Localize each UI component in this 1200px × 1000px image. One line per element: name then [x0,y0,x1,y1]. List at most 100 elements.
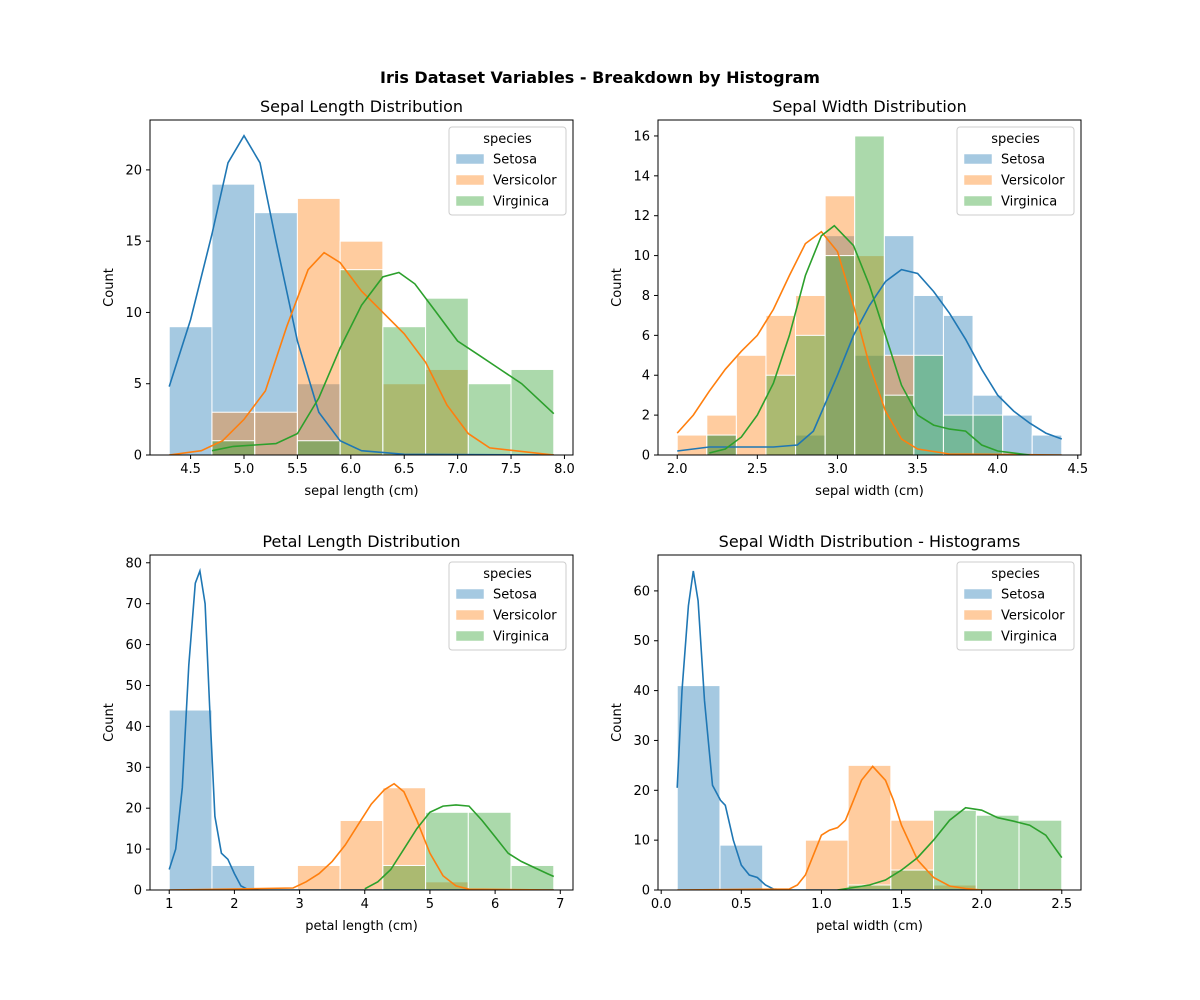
x-tick-label: 4 [361,897,369,912]
x-tick-label: 6 [491,897,499,912]
y-tick-label: 4 [642,369,650,384]
y-tick-label: 60 [633,584,650,599]
axes-frame [149,119,574,456]
y-tick-label: 2 [642,409,650,424]
bar-virginica [425,811,469,890]
bar-virginica [510,368,555,455]
y-tick-label: 8 [642,289,650,304]
bar-virginica [824,255,856,455]
bar-versicolor [854,255,885,455]
y-tick-label: 10 [633,834,650,849]
bar-setosa [296,383,341,455]
legend-box [956,561,1075,651]
bar-setosa [942,314,974,455]
plot-area [168,134,555,455]
legend-entry-versicolor: Versicolor [1001,609,1065,624]
legend-title: species [483,567,532,582]
x-tick-label: 3.0 [827,462,848,477]
x-axis-label: sepal width (cm) [815,484,924,499]
x-tick-label: 0.0 [651,897,672,912]
bar-setosa [211,183,256,455]
kde-line-setosa [168,567,554,890]
y-tick-label: 10 [633,249,650,264]
kde-line-setosa [676,570,1062,890]
y-tick-label: 30 [633,734,650,749]
y-tick-label: 40 [633,684,650,699]
x-tick-label: 8.0 [554,462,575,477]
legend: species Setosa Versicolor Virginica [956,561,1075,651]
bar-versicolor [382,383,427,455]
subplot-title: Sepal Length Distribution [260,97,463,116]
legend-entry-setosa: Setosa [493,588,537,603]
legend-title: species [991,132,1040,147]
bar-setosa [254,212,298,455]
legend-entry-versicolor: Versicolor [493,609,557,624]
bar-virginica [467,383,512,455]
bar-setosa [168,709,213,890]
bar-setosa [168,326,213,455]
y-tick-label: 0 [134,884,142,899]
kde-line-virginica [211,271,555,452]
bar-virginica [467,811,512,890]
y-tick-label: 6 [642,329,650,344]
bar-versicolor [382,787,427,890]
x-tick-label: 3.5 [907,462,928,477]
bar-versicolor [339,819,384,890]
y-tick-label: 50 [125,679,142,694]
plot-area [676,135,1063,455]
bar-virginica [942,414,974,455]
bar-virginica [795,334,826,455]
legend-entry-virginica: Virginica [1001,630,1057,645]
x-axis-label: sepal length (cm) [304,484,418,499]
subplot-2: 2.0 2.5 3.0 3.5 4.0 4.5 0 2 4 6 8 10 12 14 16 sepal wid… [610,97,1088,499]
bar-versicolor [254,411,298,455]
bar-versicolor [676,434,708,455]
axes-frame [657,119,1082,456]
kde-line-virginica [709,224,1030,455]
legend-swatch-virginica [455,630,485,642]
subplot-title: Sepal Width Distribution [772,97,966,116]
legend-entry-virginica: Virginica [493,195,549,210]
y-axis-label: Count [610,268,625,307]
axes-frame [149,554,574,891]
legend: species Setosa Versicolor Virginica [448,126,567,216]
legend-entry-versicolor: Versicolor [1001,174,1065,189]
kde-line-versicolor [677,765,1062,890]
plot-area [168,567,555,890]
legend-title: species [483,132,532,147]
x-tick-label: 1 [165,897,173,912]
subplot-title: Sepal Width Distribution - Histograms [719,532,1021,551]
legend-box [956,126,1075,216]
subplot-4: 0.0 0.5 1.0 1.5 2.0 2.5 0 10 20 30 40 50 60 petal wid… [610,532,1082,934]
legend-swatch-virginica [963,195,993,207]
bar-virginica [972,414,1004,455]
bar-virginica [1018,819,1063,890]
legend-swatch-versicolor [963,174,993,186]
y-tick-label: 16 [633,129,650,144]
x-tick-label: 5.5 [287,462,308,477]
y-axis-label: Count [610,703,625,742]
bar-virginica [975,814,1020,890]
kde-line-versicolor [676,230,1062,455]
bar-virginica [339,269,384,455]
x-axis-label: petal width (cm) [816,919,923,934]
x-tick-label: 3 [295,897,303,912]
subplot-title: Petal Length Distribution [262,532,460,551]
y-tick-label: 30 [125,761,142,776]
legend-entry-virginica: Virginica [1001,195,1057,210]
bar-versicolor [847,764,892,890]
bar-virginica [765,374,797,455]
x-tick-label: 1.5 [891,897,912,912]
figure-title: Iris Dataset Variables - Breakdown by Hi… [380,68,820,87]
plot-area [676,570,1063,890]
y-tick-label: 12 [633,209,650,224]
legend-swatch-setosa [455,588,485,600]
x-tick-label: 4.0 [987,462,1008,477]
bar-setosa [719,844,764,890]
bar-virginica [382,864,427,890]
x-axis-label: petal length (cm) [305,919,418,934]
y-tick-label: 10 [125,843,142,858]
